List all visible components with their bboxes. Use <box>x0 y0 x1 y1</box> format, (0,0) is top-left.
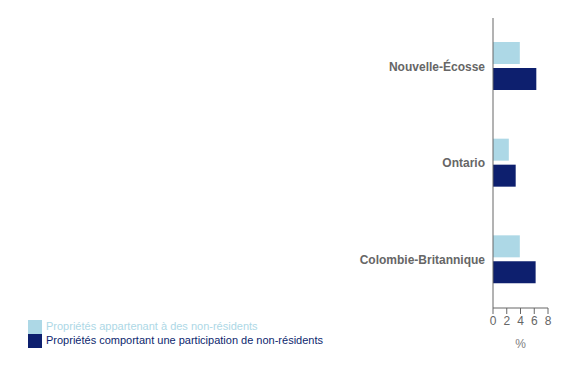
svg-text:0: 0 <box>490 314 497 328</box>
html-text:Propriétés appartenant à des n: Propriétés appartenant à des non-résiden… <box>46 319 258 332</box>
svg-text:2: 2 <box>503 314 510 328</box>
svg-text:Colombie-Britannique: Colombie-Britannique <box>360 253 486 267</box>
svg-text:%: % <box>515 337 526 351</box>
html-text:Propriétés comportant une part: Propriétés comportant une participation … <box>46 333 323 346</box>
svg-text:Nouvelle-Écosse: Nouvelle-Écosse <box>389 59 485 74</box>
svg-text:Ontario: Ontario <box>442 156 485 170</box>
svg-text:8: 8 <box>545 314 552 328</box>
svg-text:4: 4 <box>517 314 524 328</box>
svg-text:6: 6 <box>531 314 538 328</box>
